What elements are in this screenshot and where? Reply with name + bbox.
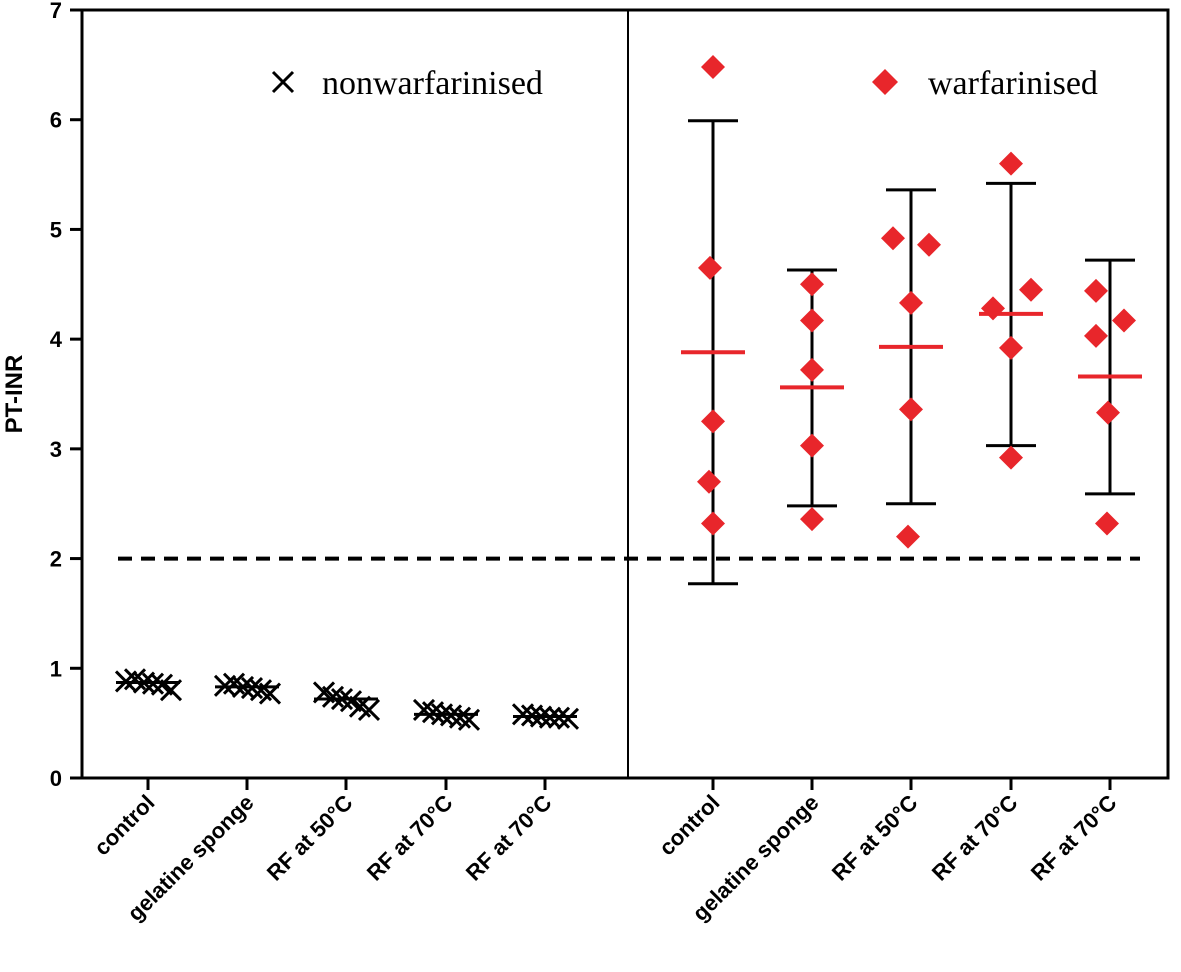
category-label: RF at 70°C	[362, 790, 458, 886]
warfarinised-point	[701, 409, 725, 434]
plot-frame	[80, 8, 1170, 780]
category-label: RF at 70°C	[927, 790, 1023, 886]
warfarinised-point	[899, 290, 923, 315]
warfarinised-point	[697, 469, 721, 494]
category-label: control	[654, 790, 724, 860]
category-label: RF at 70°C	[461, 790, 557, 886]
nonwarfarinised-point	[321, 685, 345, 708]
legend-x-icon	[271, 70, 295, 94]
warfarinised-point	[800, 272, 824, 297]
y-tick-label: 0	[50, 766, 62, 791]
category-label: RF at 50°C	[827, 790, 923, 886]
nonwarfarinised-point	[412, 698, 436, 722]
legend-label-nonwarfarinised: nonwarfarinised	[322, 65, 543, 102]
warfarinised-point	[800, 507, 824, 532]
y-tick-label: 2	[50, 547, 62, 572]
warfarinised-point	[1019, 277, 1043, 302]
warfarinised-point	[1096, 400, 1120, 425]
warfarinised-point	[896, 524, 920, 549]
warfarinised-point	[800, 357, 824, 382]
warfarinised-point	[701, 511, 725, 536]
category-label: RF at 70°C	[1026, 790, 1122, 886]
y-tick-label: 1	[50, 656, 62, 681]
warfarinised-point	[1095, 511, 1119, 536]
data-marks	[114, 55, 1142, 731]
y-tick-label: 3	[50, 437, 62, 462]
warfarinised-point	[1084, 323, 1108, 348]
legend: nonwarfarinised warfarinised	[271, 65, 1098, 102]
warfarinised-point	[698, 255, 722, 280]
warfarinised-point	[800, 308, 824, 333]
nonwarfarinised-point	[448, 706, 472, 729]
legend-diamond-icon	[872, 69, 898, 95]
warfarinised-point	[1112, 308, 1136, 333]
y-tick-label: 4	[50, 327, 63, 352]
warfarinised-point	[899, 397, 923, 422]
nonwarfarinised-point	[357, 698, 381, 722]
nonwarfarinised-point	[511, 703, 535, 726]
category-label: RF at 50°C	[262, 790, 358, 886]
y-tick-label: 6	[50, 108, 62, 133]
y-tick-label: 7	[50, 0, 62, 23]
warfarinised-point	[917, 232, 941, 257]
nonwarfarinised-point	[556, 707, 580, 730]
category-label: control	[89, 790, 159, 860]
warfarinised-point	[999, 151, 1023, 176]
warfarinised-point	[701, 55, 725, 80]
warfarinised-point	[981, 296, 1005, 321]
warfarinised-point	[800, 433, 824, 458]
warfarinised-point	[881, 226, 905, 251]
warfarinised-point	[999, 335, 1023, 360]
nonwarfarinised-point	[421, 701, 445, 724]
y-tick-label: 5	[50, 217, 62, 242]
legend-label-warfarinised: warfarinised	[928, 65, 1098, 102]
axes: 0 1 2 3 4 5 6 7 PT-INR	[1, 0, 1170, 791]
warfarinised-point	[1084, 278, 1108, 303]
warfarinised-point	[999, 445, 1023, 470]
y-axis-title: PT-INR	[1, 355, 28, 434]
